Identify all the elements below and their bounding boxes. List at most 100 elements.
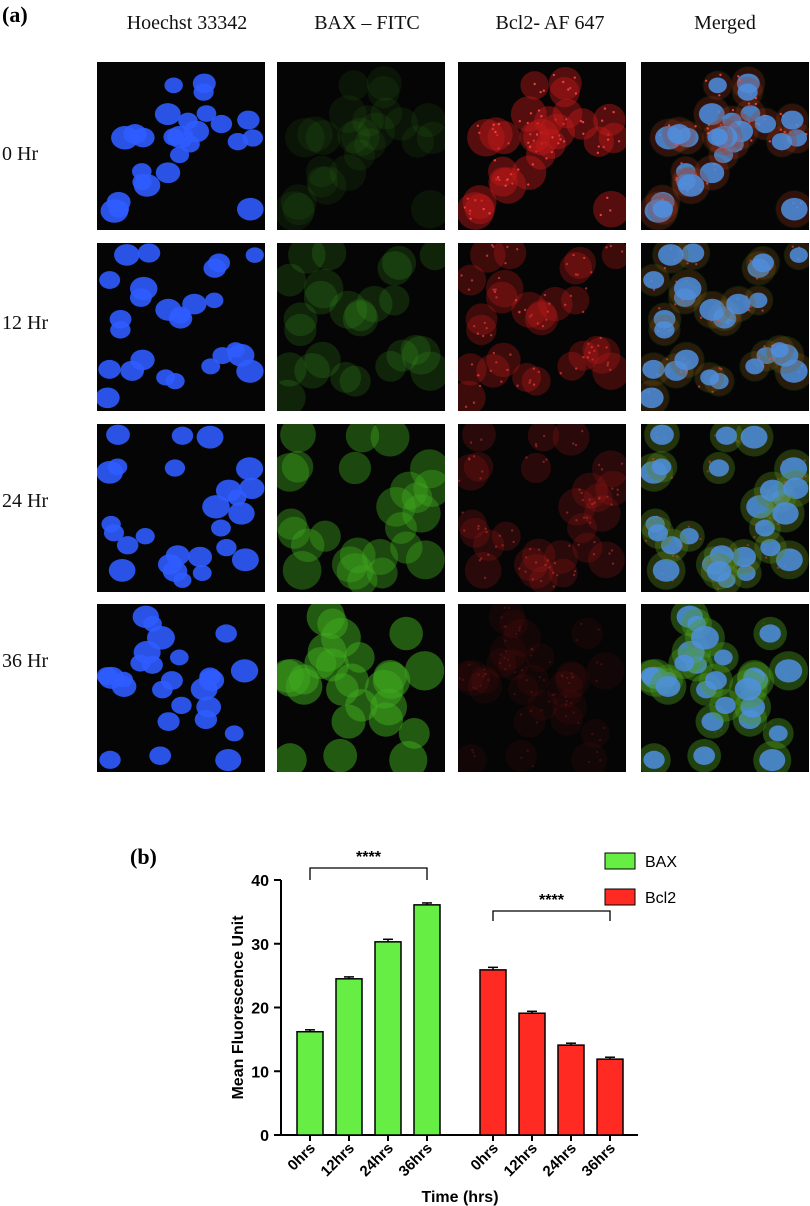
micrograph-hoechst-row-0 — [97, 62, 265, 230]
legend-swatch-bax — [604, 852, 636, 870]
af647-cell — [476, 353, 511, 388]
af647-cell — [489, 633, 527, 671]
af647-punctum — [548, 700, 551, 703]
nucleus — [106, 424, 130, 445]
af647-punctum — [497, 122, 501, 126]
af647-cell — [486, 648, 517, 679]
fitc-cell — [338, 451, 372, 485]
af647-punctum — [591, 732, 594, 736]
af647-punctum — [573, 76, 577, 79]
af647-cell — [462, 424, 496, 452]
af647-punctum — [528, 381, 531, 384]
af647-punctum — [749, 566, 753, 569]
fitc-cell — [321, 617, 361, 658]
nucleus — [732, 546, 757, 568]
af647-punctum — [610, 549, 614, 552]
af647-punctum — [494, 130, 497, 134]
af647-punctum — [574, 92, 578, 95]
af647-punctum — [560, 674, 564, 677]
fitc-cell — [401, 482, 433, 513]
af647-punctum — [620, 250, 624, 253]
af647-punctum — [534, 561, 538, 564]
fitc-cell — [390, 531, 423, 564]
af647-punctum — [686, 262, 689, 265]
af647-cell — [503, 618, 541, 657]
af647-punctum — [575, 638, 578, 642]
nucleus — [103, 524, 125, 542]
af647-punctum — [492, 288, 495, 291]
af647-punctum — [571, 676, 574, 679]
af647-cell — [550, 703, 584, 736]
nucleus — [707, 128, 729, 146]
af647-punctum — [608, 552, 611, 555]
af647-punctum — [598, 496, 601, 499]
af647-cell — [486, 342, 521, 378]
af647-cell — [567, 513, 597, 543]
fitc-cell — [307, 166, 347, 205]
af647-punctum — [539, 131, 543, 134]
af647-punctum — [542, 89, 546, 92]
af647-punctum — [540, 709, 543, 712]
nucleus — [196, 425, 224, 449]
af647-punctum — [665, 357, 669, 361]
af647-punctum — [593, 540, 596, 544]
fitc-cell — [401, 335, 441, 375]
micrograph-bax-fitc-row-1 — [277, 243, 445, 411]
nucleus — [107, 458, 128, 476]
af647-punctum — [606, 495, 609, 498]
af647-punctum — [574, 443, 578, 447]
fitc-cell — [385, 512, 417, 544]
significance-label: **** — [539, 892, 565, 909]
nucleus — [679, 528, 699, 545]
af647-punctum — [588, 351, 591, 354]
af647-punctum — [582, 132, 585, 135]
af647-punctum — [537, 370, 541, 374]
af647-punctum — [575, 367, 578, 370]
af647-punctum — [480, 199, 483, 202]
af647-punctum — [584, 287, 588, 290]
af647-punctum — [509, 353, 512, 356]
fitc-cell — [277, 743, 307, 772]
bar-bax-0hrs — [296, 1030, 324, 1136]
fitc-cell — [362, 538, 399, 575]
fitc-cell — [277, 352, 307, 387]
af647-punctum — [485, 530, 488, 534]
nucleus — [774, 659, 803, 683]
fitc-cell — [329, 290, 368, 329]
significance-label: **** — [356, 849, 382, 866]
column-header-merged: Merged — [694, 12, 756, 34]
af647-punctum — [777, 770, 780, 772]
fitc-cell — [282, 192, 315, 226]
nucleus — [157, 712, 180, 732]
nucleus — [677, 174, 705, 197]
af647-punctum — [506, 245, 509, 249]
nucleus — [746, 495, 774, 519]
af647-punctum — [570, 701, 573, 705]
fitc-cell — [311, 243, 347, 271]
af647-punctum — [776, 566, 780, 570]
fitc-cell — [410, 449, 445, 489]
af647-punctum — [464, 405, 468, 408]
af647-punctum — [535, 133, 539, 136]
af647-cell — [458, 744, 487, 772]
fitc-cell — [411, 189, 445, 229]
af647-punctum — [804, 475, 807, 478]
nucleus — [129, 276, 158, 301]
bar-bcl2-24hrs — [557, 1044, 585, 1136]
af647-punctum — [495, 178, 498, 181]
nucleus — [193, 83, 214, 101]
af647-cell — [458, 509, 487, 539]
af647-cell — [458, 660, 484, 692]
micrograph-bax-fitc-row-3 — [277, 604, 445, 772]
af647-punctum — [463, 206, 467, 209]
af647-punctum — [537, 109, 541, 112]
nucleus — [752, 253, 775, 273]
af647-punctum — [565, 262, 569, 266]
af647-cell — [601, 243, 626, 270]
af647-punctum — [520, 668, 524, 672]
nucleus — [714, 649, 733, 666]
af647-punctum — [536, 322, 540, 325]
af647-punctum — [489, 369, 493, 373]
af647-punctum — [532, 367, 536, 370]
af647-punctum — [600, 468, 604, 471]
